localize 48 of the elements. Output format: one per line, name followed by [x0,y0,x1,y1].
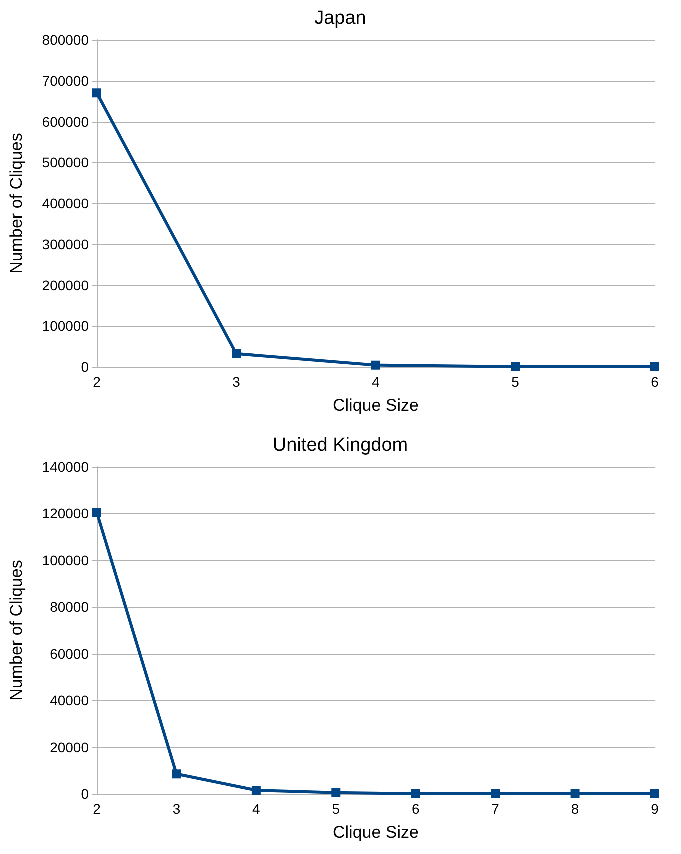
point [491,790,500,798]
y-tick-label: 800000 [42,32,90,48]
y-tick-label: 400000 [42,196,90,212]
y-tick-label: 80000 [50,599,90,616]
x-tick-label: 5 [332,801,340,817]
y-axis-title: Number of Cliques [7,133,26,274]
y-tick-label: 200000 [42,277,90,294]
y-tick-label: 100000 [42,318,90,334]
point [650,362,660,372]
point [332,788,341,798]
y-tick-label: 120000 [42,506,90,522]
point [650,790,660,798]
point [92,88,102,98]
y-tick-label: 0 [81,786,90,802]
y-tick-label: 60000 [50,646,90,662]
point [252,786,261,795]
x-tick-label: 4 [252,801,261,817]
x-axis-title: Clique Size [333,823,419,842]
point [570,790,580,798]
point [511,362,520,372]
y-axis-title: Number of Cliques [7,560,26,701]
x-tick-label: 2 [93,801,102,817]
y-tick-label: 40000 [50,692,90,709]
y-tick-label: 500000 [42,154,90,171]
x-tick-label: 6 [651,374,660,390]
y-tick-label: 700000 [42,72,90,89]
x-tick-label: 2 [93,374,102,390]
y-tick-label: 300000 [42,236,90,252]
x-axis-title: Clique Size [333,396,419,415]
point [372,360,380,370]
point [411,790,420,798]
y-tick-label: 20000 [50,739,90,756]
x-tick-label: 3 [172,801,181,817]
x-tick-label: 9 [651,801,660,817]
y-tick-label: 100000 [42,552,90,568]
x-tick-label: 8 [571,801,580,817]
y-tick-label: 140000 [42,459,90,475]
x-tick-label: 4 [372,374,380,390]
x-tick-label: 3 [232,374,241,390]
chart-title: Japan [314,8,366,29]
point [232,349,241,358]
point [172,770,182,779]
x-tick-label: 7 [492,801,500,817]
y-tick-label: 600000 [42,114,90,130]
x-tick-label: 5 [512,374,520,390]
y-tick-label: 0 [81,359,90,375]
x-tick-label: 6 [412,801,420,817]
chart-title: United Kingdom [272,435,408,456]
